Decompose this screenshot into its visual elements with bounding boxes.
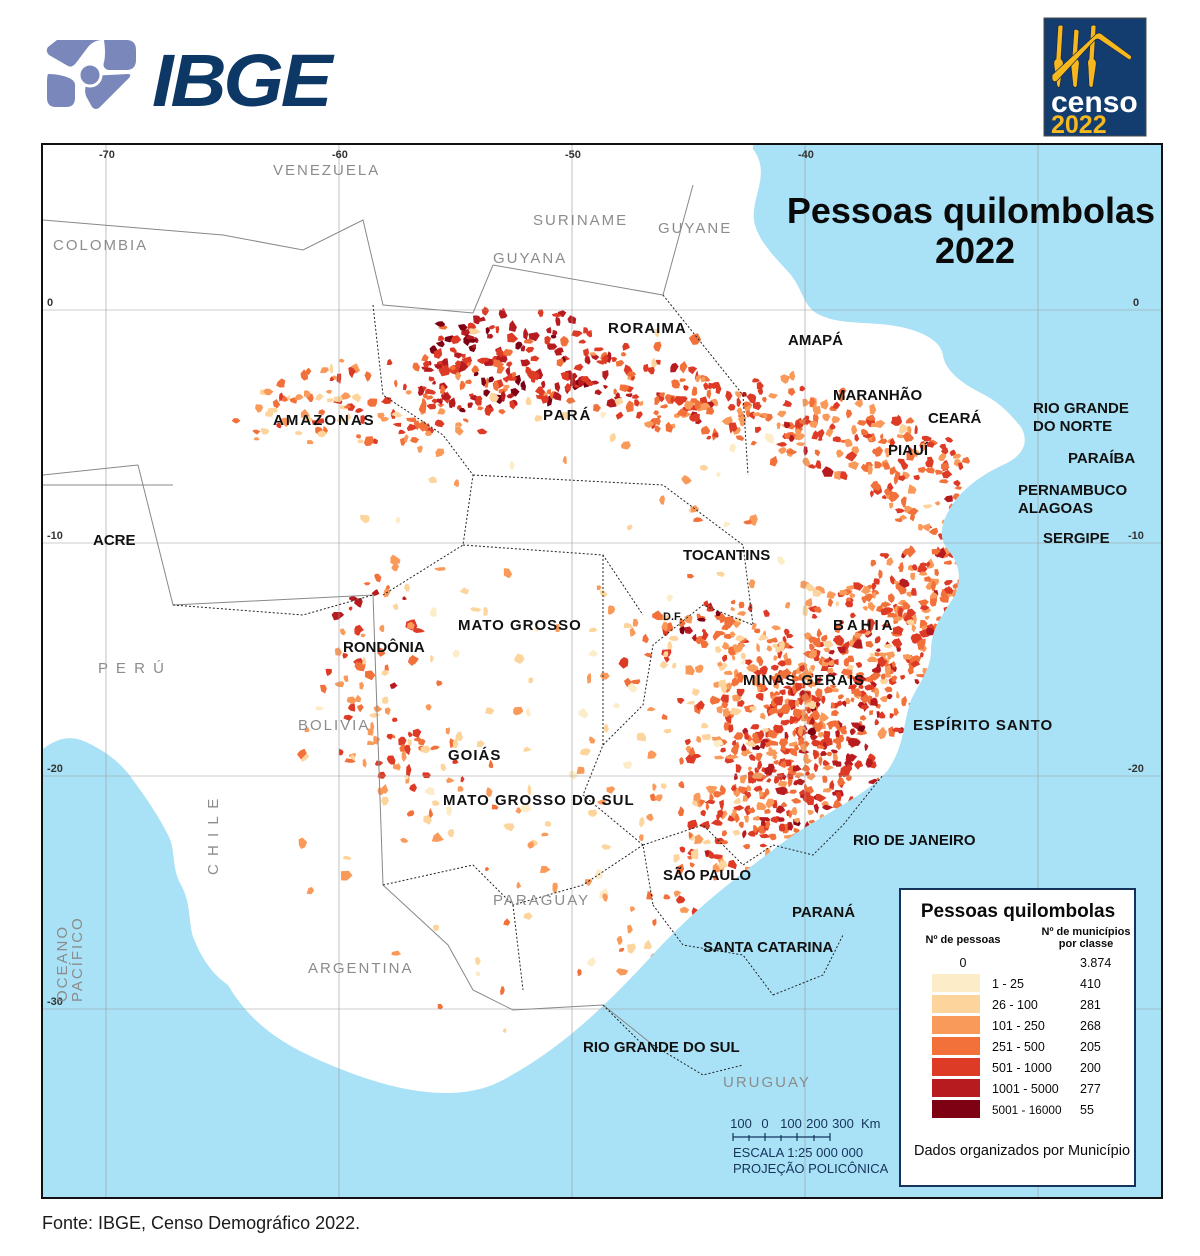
svg-text:SERGIPE: SERGIPE <box>1043 530 1110 547</box>
svg-text:PROJEÇÃO POLICÔNICA: PROJEÇÃO POLICÔNICA <box>733 1161 889 1176</box>
svg-text:-60: -60 <box>332 149 348 161</box>
svg-text:MARANHÃO: MARANHÃO <box>833 386 922 404</box>
svg-text:SANTA CATARINA: SANTA CATARINA <box>703 939 833 956</box>
svg-text:PARÁ: PARÁ <box>543 407 592 424</box>
svg-text:RONDÔNIA: RONDÔNIA <box>343 638 425 656</box>
svg-text:ARGENTINA: ARGENTINA <box>308 960 414 977</box>
svg-text:-10: -10 <box>47 530 63 542</box>
svg-text:GUYANE: GUYANE <box>658 220 732 237</box>
svg-text:300: 300 <box>832 1116 854 1131</box>
svg-text:3.874: 3.874 <box>1080 956 1111 970</box>
svg-text:1 - 25: 1 - 25 <box>992 977 1024 991</box>
svg-text:AMAPÁ: AMAPÁ <box>788 332 843 349</box>
svg-text:GOIÁS: GOIÁS <box>448 747 501 764</box>
svg-text:Pessoas quilombolas: Pessoas quilombolas <box>787 190 1155 231</box>
svg-text:MATO GROSSO: MATO GROSSO <box>458 617 582 634</box>
svg-text:PERNAMBUCO: PERNAMBUCO <box>1018 482 1128 499</box>
svg-text:ALAGOAS: ALAGOAS <box>1018 500 1093 517</box>
svg-text:Nº de pessoas: Nº de pessoas <box>926 934 1001 946</box>
svg-text:URUGUAY: URUGUAY <box>723 1074 811 1091</box>
svg-text:55: 55 <box>1080 1103 1094 1117</box>
svg-text:410: 410 <box>1080 977 1101 991</box>
svg-text:PACÍFICO: PACÍFICO <box>69 916 86 1002</box>
svg-text:0: 0 <box>960 956 967 970</box>
svg-text:SÃO PAULO: SÃO PAULO <box>663 866 751 884</box>
svg-text:0: 0 <box>47 297 53 309</box>
svg-text:MINAS GERAIS: MINAS GERAIS <box>743 672 865 689</box>
svg-text:RIO GRANDE: RIO GRANDE <box>1033 400 1129 417</box>
svg-text:Km: Km <box>861 1116 881 1131</box>
svg-text:RIO DE JANEIRO: RIO DE JANEIRO <box>853 832 976 849</box>
svg-text:MATO GROSSO DO SUL: MATO GROSSO DO SUL <box>443 792 635 809</box>
svg-text:26 - 100: 26 - 100 <box>992 998 1038 1012</box>
svg-text:P E R Ú: P E R Ú <box>98 660 166 677</box>
svg-text:Dados organizados por Municípi: Dados organizados por Município <box>914 1143 1130 1159</box>
svg-text:C H I L E: C H I L E <box>205 797 222 875</box>
svg-text:por classe: por classe <box>1059 938 1113 950</box>
svg-text:PARAÍBA: PARAÍBA <box>1068 450 1135 467</box>
svg-text:100: 100 <box>780 1116 802 1131</box>
svg-text:-40: -40 <box>798 149 814 161</box>
svg-text:-20: -20 <box>47 763 63 775</box>
svg-text:D.F.: D.F. <box>663 611 683 623</box>
svg-text:0: 0 <box>761 1116 768 1131</box>
svg-text:501 - 1000: 501 - 1000 <box>992 1061 1052 1075</box>
svg-text:-70: -70 <box>99 149 115 161</box>
svg-text:281: 281 <box>1080 998 1101 1012</box>
svg-text:2022: 2022 <box>1051 111 1107 137</box>
svg-text:DO NORTE: DO NORTE <box>1033 418 1112 435</box>
svg-text:AMAZONAS: AMAZONAS <box>273 412 376 429</box>
svg-text:Pessoas quilombolas: Pessoas quilombolas <box>921 901 1115 922</box>
svg-text:PARAGUAY: PARAGUAY <box>493 892 590 909</box>
svg-text:Nº de municípios: Nº de municípios <box>1042 926 1131 938</box>
svg-text:ACRE: ACRE <box>93 532 136 549</box>
svg-text:101 - 250: 101 - 250 <box>992 1019 1045 1033</box>
svg-text:RIO GRANDE DO SUL: RIO GRANDE DO SUL <box>583 1039 740 1056</box>
svg-text:268: 268 <box>1080 1019 1101 1033</box>
svg-text:TOCANTINS: TOCANTINS <box>683 547 770 564</box>
svg-text:-10: -10 <box>1128 530 1144 542</box>
svg-text:251 - 500: 251 - 500 <box>992 1040 1045 1054</box>
svg-text:205: 205 <box>1080 1040 1101 1054</box>
svg-text:2022: 2022 <box>935 230 1015 271</box>
svg-text:ESCALA 1:25 000 000: ESCALA 1:25 000 000 <box>733 1145 863 1160</box>
svg-text:277: 277 <box>1080 1082 1101 1096</box>
svg-text:RORAIMA: RORAIMA <box>608 320 687 337</box>
svg-text:ESPÍRITO SANTO: ESPÍRITO SANTO <box>913 717 1053 734</box>
svg-text:COLOMBIA: COLOMBIA <box>53 237 148 254</box>
svg-text:BAHIA: BAHIA <box>833 617 896 634</box>
svg-text:0: 0 <box>1133 297 1139 309</box>
svg-text:PARANÁ: PARANÁ <box>792 904 855 921</box>
svg-text:200: 200 <box>1080 1061 1101 1075</box>
svg-text:BOLIVIA: BOLIVIA <box>298 717 370 734</box>
svg-text:5001 - 16000: 5001 - 16000 <box>992 1103 1062 1117</box>
svg-text:-20: -20 <box>1128 763 1144 775</box>
svg-text:-50: -50 <box>565 149 581 161</box>
svg-text:CEARÁ: CEARÁ <box>928 410 982 427</box>
svg-text:SURINAME: SURINAME <box>533 212 628 229</box>
svg-text:1001 - 5000: 1001 - 5000 <box>992 1082 1059 1096</box>
svg-text:VENEZUELA: VENEZUELA <box>273 162 380 179</box>
svg-text:100: 100 <box>730 1116 752 1131</box>
svg-text:GUYANA: GUYANA <box>493 250 567 267</box>
svg-text:PIAUÍ: PIAUÍ <box>888 442 929 459</box>
svg-text:200: 200 <box>806 1116 828 1131</box>
